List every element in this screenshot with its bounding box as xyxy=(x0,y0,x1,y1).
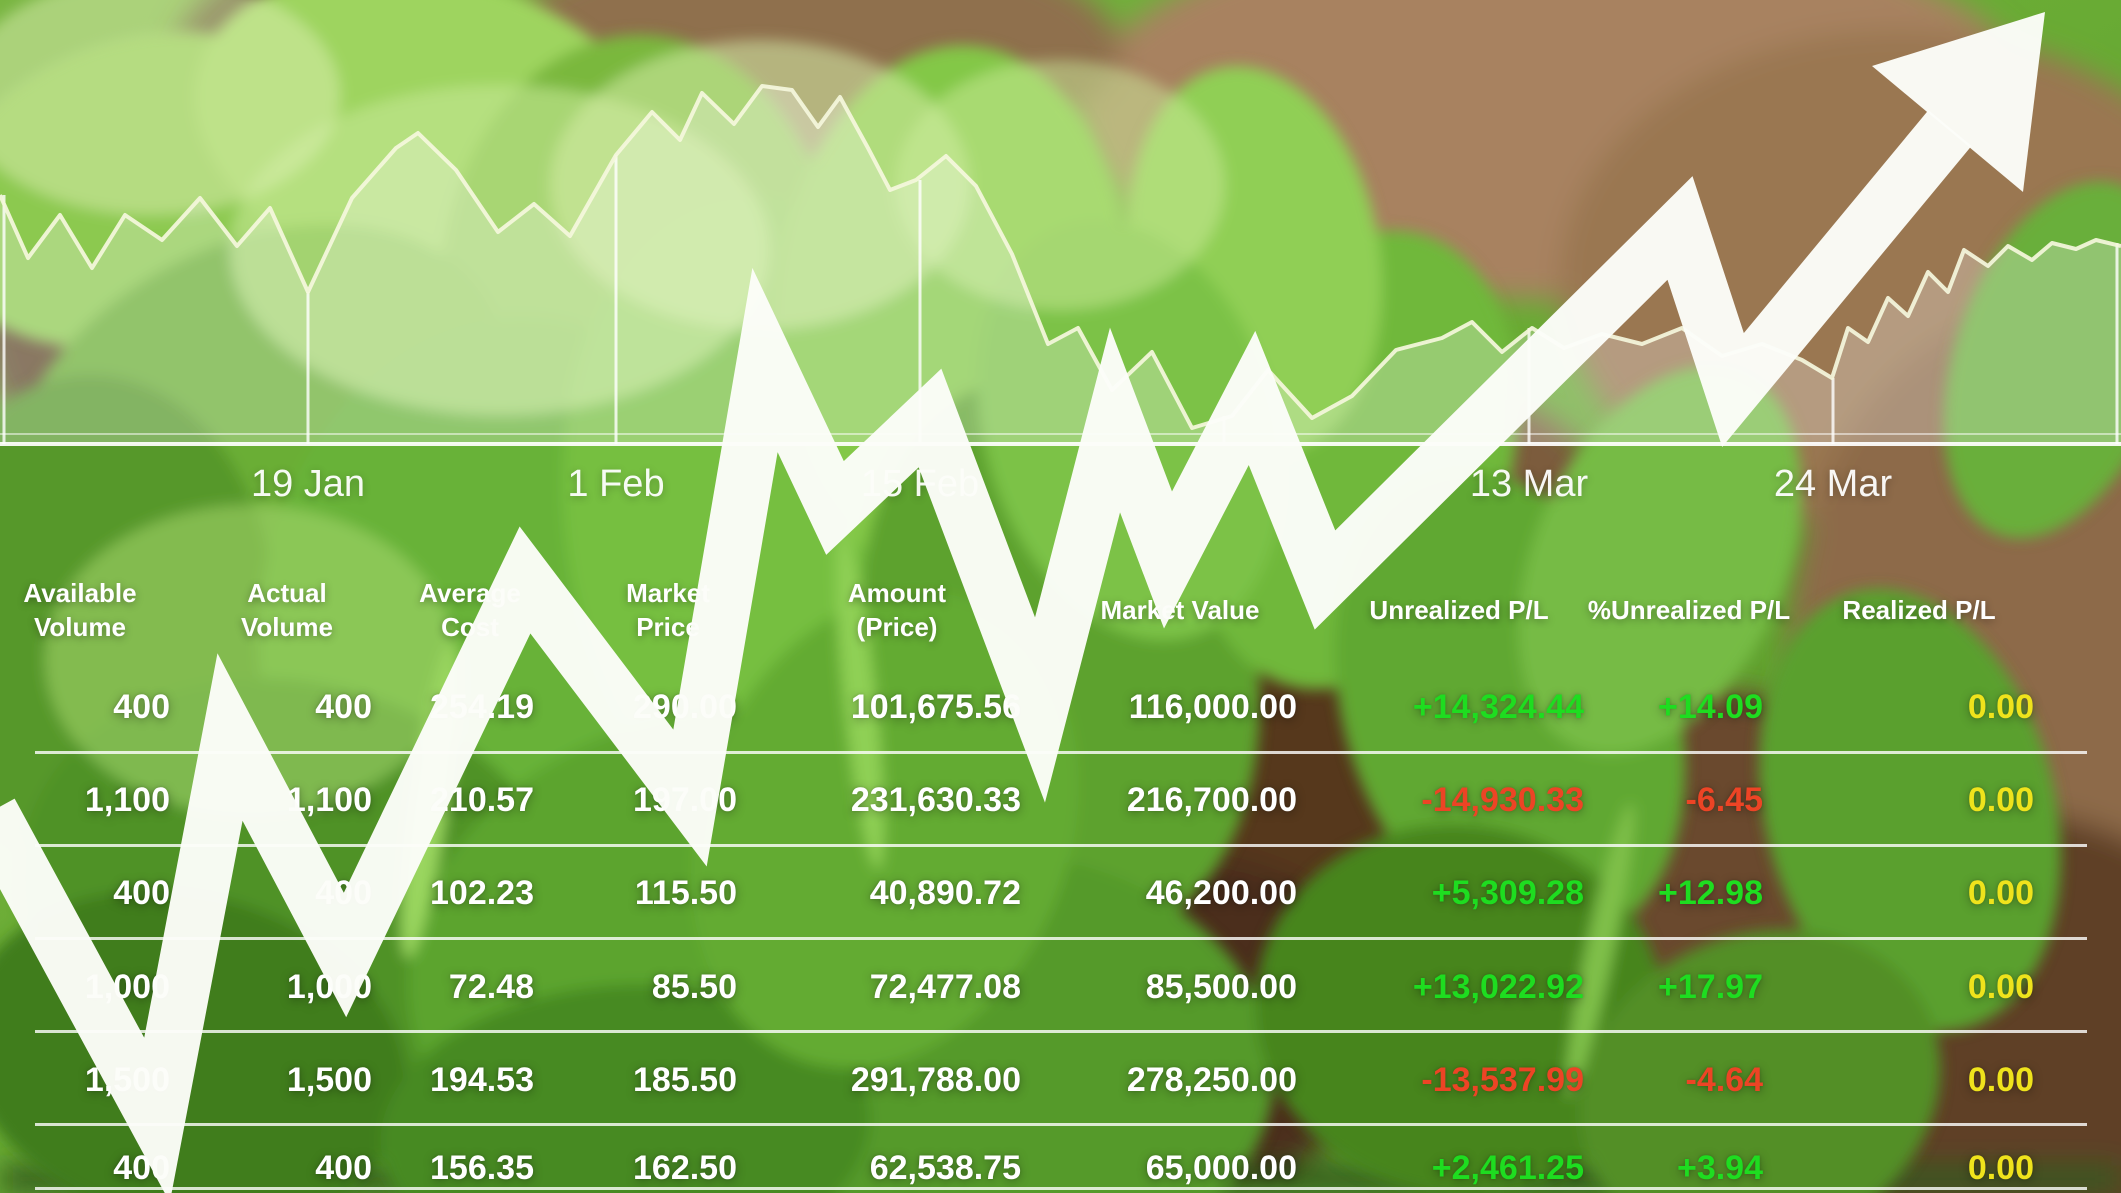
trend-arrow-head-icon xyxy=(1872,12,2045,192)
table-cell: 0.00 xyxy=(1967,781,2034,819)
table-cell: -14,930.33 xyxy=(1421,781,1584,819)
price-line xyxy=(0,84,2121,430)
column-header: Realized P/L xyxy=(1842,595,1996,625)
table-cell: 72,477.08 xyxy=(869,968,1021,1006)
table-cell: 231,630.33 xyxy=(850,781,1021,819)
table-cell: -6.45 xyxy=(1685,781,1764,819)
date-label: 13 Mar xyxy=(1469,463,1589,505)
table-cell: 216,700.00 xyxy=(1126,781,1297,819)
row-separator xyxy=(35,1030,2087,1033)
table-cell: 1,100 xyxy=(84,781,170,819)
leaf-highlight xyxy=(895,60,1225,310)
table-cell: 400 xyxy=(315,688,372,726)
column-header: Actual Volume xyxy=(241,578,333,642)
column-header: Amount (Price) xyxy=(847,578,947,642)
table-cell: +14.09 xyxy=(1658,688,1763,726)
table-cell: +13,022.92 xyxy=(1412,968,1584,1006)
table-cell: 0.00 xyxy=(1967,1061,2034,1099)
date-label: 19 Jan xyxy=(250,463,366,505)
table-cell: 116,000.00 xyxy=(1128,688,1297,726)
stem-shape xyxy=(836,530,884,870)
row-separator xyxy=(35,937,2087,940)
table-cell: +14,324.44 xyxy=(1412,688,1584,726)
table-cell: +3.94 xyxy=(1676,1149,1763,1187)
leaf-shape xyxy=(1518,365,1802,755)
table-cell: 400 xyxy=(113,874,170,912)
leaf-shape xyxy=(1579,929,1941,1193)
table-cell: 1,500 xyxy=(286,1061,372,1099)
table-cell: 400 xyxy=(315,1149,372,1187)
table-cell: 0.00 xyxy=(1967,968,2034,1006)
leaf-shape xyxy=(691,591,1079,1069)
stem-shape xyxy=(1565,803,1635,1097)
table-cell: 291,788.00 xyxy=(850,1061,1021,1099)
table-cell: +2,461.25 xyxy=(1431,1149,1584,1187)
table-cell: 0.00 xyxy=(1967,1149,2034,1187)
column-header: Available Volume xyxy=(23,578,137,642)
table-cell: 46,200.00 xyxy=(1145,874,1297,912)
table-cell: 72.48 xyxy=(448,968,534,1006)
table-cell: 400 xyxy=(113,688,170,726)
column-header: Unrealized P/L xyxy=(1369,595,1549,625)
column-header: %Unrealized P/L xyxy=(1587,595,1791,625)
leaf-shape xyxy=(1255,824,1665,1193)
table-cell: +17.97 xyxy=(1658,968,1763,1006)
table-cell: 0.00 xyxy=(1967,688,2034,726)
table-cell: 65,000.00 xyxy=(1145,1149,1297,1187)
table-cell: 185.50 xyxy=(633,1061,737,1099)
table-cell: -4.64 xyxy=(1685,1061,1764,1099)
row-separator xyxy=(35,1187,2087,1190)
table-cell: 40,890.72 xyxy=(869,874,1021,912)
table-cell: 156.35 xyxy=(430,1149,534,1187)
table-cell: -13,537.99 xyxy=(1421,1061,1584,1099)
row-separator xyxy=(35,751,2087,754)
trend-arrow-shaft xyxy=(0,110,1972,1193)
row-separator xyxy=(35,844,2087,847)
leaf-shape xyxy=(1759,588,2061,1032)
table-cell: 101,675.56 xyxy=(850,688,1021,726)
leaf-highlight xyxy=(0,0,340,215)
table-cell: 194.53 xyxy=(430,1061,534,1099)
table-cell: 85,500.00 xyxy=(1145,968,1297,1006)
table-cell: 102.23 xyxy=(430,874,534,912)
table-cell: 115.50 xyxy=(634,874,737,912)
date-label: 1 Feb xyxy=(567,463,665,505)
table-cell: 162.50 xyxy=(633,1149,737,1187)
row-separator xyxy=(35,1123,2087,1126)
leaf-shape xyxy=(380,984,870,1193)
table-cell: 0.00 xyxy=(1967,874,2034,912)
table-cell: 278,250.00 xyxy=(1126,1061,1297,1099)
gridlines xyxy=(2,155,2119,444)
table-cell: +5,309.28 xyxy=(1431,874,1584,912)
table-cell: 85.50 xyxy=(651,968,737,1006)
leaf-highlight xyxy=(45,505,455,815)
table-cell: +12.98 xyxy=(1658,874,1763,912)
date-label: 24 Mar xyxy=(1773,463,1893,505)
table-cell: 62,538.75 xyxy=(869,1149,1021,1187)
